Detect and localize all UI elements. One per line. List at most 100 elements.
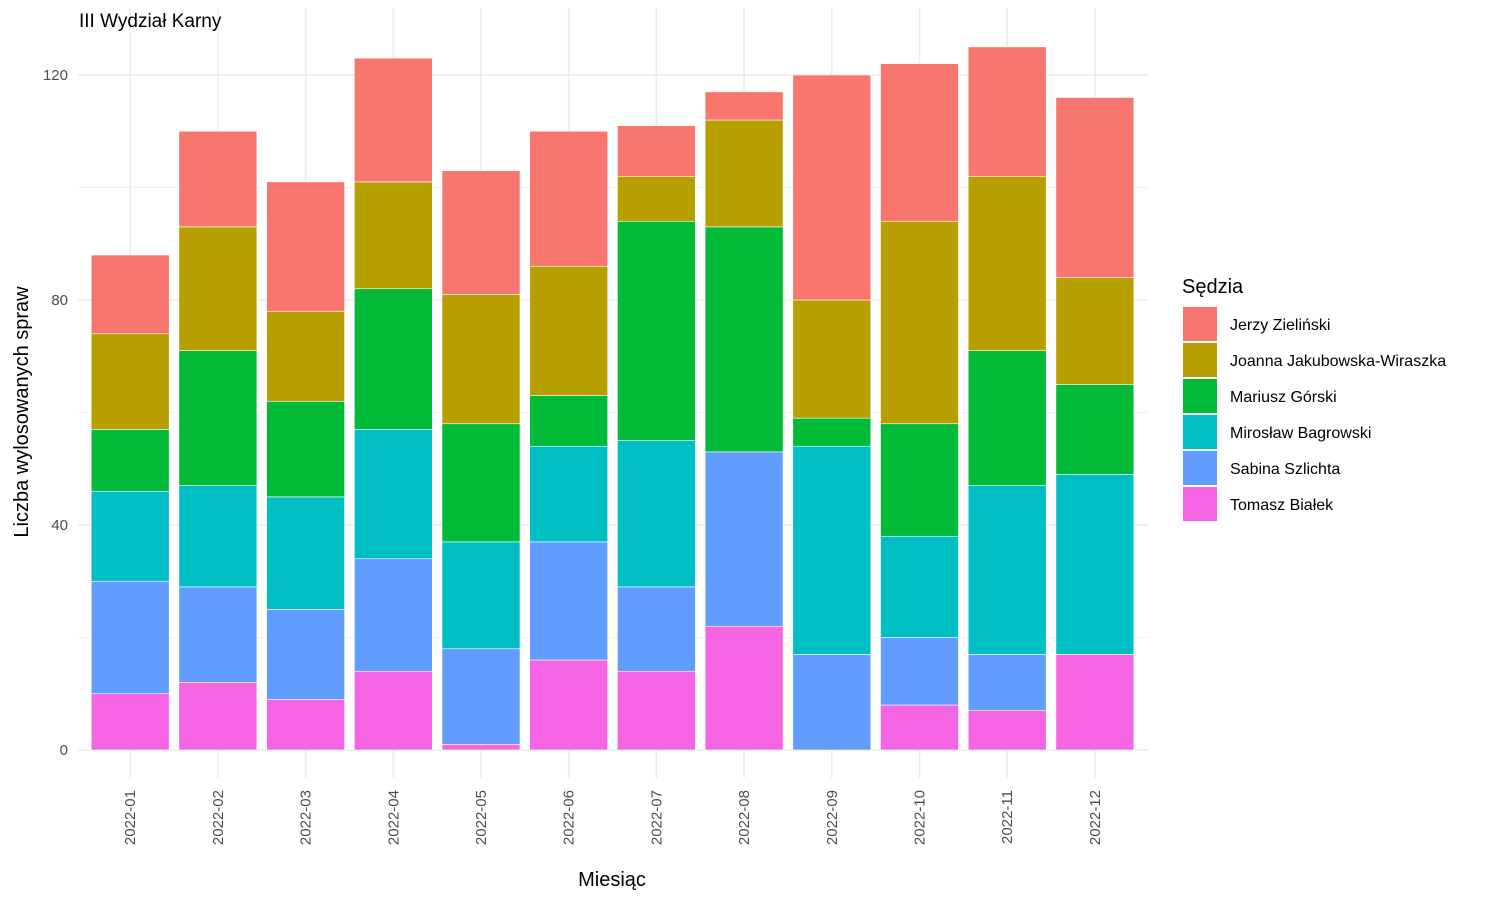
bar-segment — [178, 226, 258, 351]
x-axis-ticks: 2022-01 2022-02 2022-03 2022-04 2022-05 2022-… — [122, 790, 1104, 845]
bar-segment — [704, 119, 784, 228]
bar-segment — [441, 423, 521, 543]
bar-segment — [266, 609, 345, 700]
legend-key — [1183, 415, 1217, 449]
y-tick-label: 80 — [51, 292, 68, 309]
bars — [90, 46, 1135, 751]
bar-segment — [266, 496, 345, 610]
y-tick-label: 120 — [43, 67, 68, 84]
legend-label: Sabina Szlichta — [1230, 461, 1340, 478]
bar-segment — [266, 699, 345, 751]
bar-segment — [441, 170, 521, 295]
legend-label: Joanna Jakubowska-Wiraszka — [1230, 353, 1446, 370]
x-tick-label: 2022-02 — [210, 790, 227, 845]
bar-segment — [967, 46, 1047, 177]
bar-segment — [1055, 277, 1135, 385]
legend-title: Sędzia — [1182, 276, 1244, 298]
legend-key — [1183, 379, 1217, 413]
bar-segment — [792, 74, 872, 301]
bar-segment — [792, 654, 872, 751]
bar-segment — [704, 625, 784, 751]
legend-label: Jerzy Zieliński — [1230, 317, 1330, 334]
bar-segment — [178, 485, 258, 588]
bar-segment — [880, 535, 959, 638]
bar-segment — [441, 648, 521, 745]
x-tick-label: 2022-06 — [561, 790, 578, 845]
bar-segment — [880, 637, 959, 706]
bar-segment — [617, 220, 696, 441]
bar-segment — [353, 288, 433, 430]
bar-segment — [90, 490, 170, 582]
bar-segment — [266, 181, 345, 312]
legend-key — [1183, 487, 1217, 521]
bar-segment — [967, 350, 1047, 486]
bar-segment — [90, 429, 170, 492]
bar-segment — [178, 682, 258, 751]
legend-key — [1183, 307, 1217, 341]
bar-segment — [90, 693, 170, 751]
bar-segment — [617, 440, 696, 588]
y-tick-label: 40 — [51, 517, 68, 534]
x-tick-label: 2022-07 — [648, 790, 665, 845]
bar-segment — [90, 580, 170, 695]
bar-segment — [1055, 654, 1135, 751]
bar-segment — [617, 670, 696, 751]
legend-label: Tomasz Białek — [1230, 497, 1334, 514]
bar-segment — [441, 294, 521, 425]
bar-segment — [880, 63, 959, 222]
bar-segment — [792, 299, 872, 419]
legend-label: Mariusz Górski — [1230, 389, 1337, 406]
x-tick-label: 2022-01 — [122, 790, 139, 845]
bar-segment — [880, 220, 959, 425]
bar-segment — [353, 558, 433, 672]
bar-segment — [704, 91, 784, 121]
x-tick-label: 2022-05 — [473, 790, 490, 845]
x-tick-label: 2022-04 — [385, 790, 402, 845]
bar-segment — [1055, 384, 1135, 475]
bar-segment — [529, 445, 609, 543]
bar-segment — [353, 670, 433, 751]
bar-segment — [178, 586, 258, 683]
y-axis-title: Liczba wylosowanych spraw — [11, 286, 33, 538]
bar-segment — [792, 417, 872, 447]
legend-key — [1183, 343, 1217, 377]
x-tick-label: 2022-08 — [736, 790, 753, 845]
bar-segment — [529, 130, 609, 267]
bar-segment — [178, 130, 258, 228]
bar-segment — [90, 254, 170, 335]
bar-segment — [967, 710, 1047, 751]
bar-segment — [266, 400, 345, 498]
bar-segment — [353, 429, 433, 560]
bar-segment — [617, 175, 696, 222]
y-axis-ticks: 0 40 80 120 — [43, 67, 68, 759]
bar-segment — [529, 659, 609, 751]
bar-segment — [529, 395, 609, 447]
bar-segment — [967, 175, 1047, 351]
bar-segment — [353, 181, 433, 290]
bar-segment — [266, 310, 345, 402]
x-tick-label: 2022-12 — [1087, 790, 1104, 845]
bar-segment — [441, 744, 521, 751]
bar-segment — [529, 265, 609, 396]
bar-segment — [617, 125, 696, 177]
bar-segment — [880, 704, 959, 751]
x-axis-title: Miesiąc — [578, 869, 646, 891]
bar-segment — [967, 654, 1047, 711]
bar-segment — [967, 485, 1047, 655]
bar-segment — [1055, 97, 1135, 278]
y-tick-label: 0 — [60, 742, 68, 759]
bar-segment — [529, 541, 609, 661]
legend: Jerzy Zieliński Joanna Jakubowska-Wiraszk… — [1183, 307, 1446, 521]
bar-segment — [880, 423, 959, 537]
bar-segment — [704, 226, 784, 453]
bar-segment — [617, 586, 696, 672]
bar-segment — [1055, 474, 1135, 655]
x-tick-label: 2022-11 — [999, 790, 1016, 844]
bar-segment — [704, 451, 784, 627]
bar-segment — [90, 333, 170, 430]
chart-title: III Wydział Karny — [79, 11, 222, 32]
x-tick-label: 2022-03 — [298, 790, 315, 845]
bar-segment — [353, 57, 433, 183]
x-tick-label: 2022-10 — [912, 790, 929, 845]
